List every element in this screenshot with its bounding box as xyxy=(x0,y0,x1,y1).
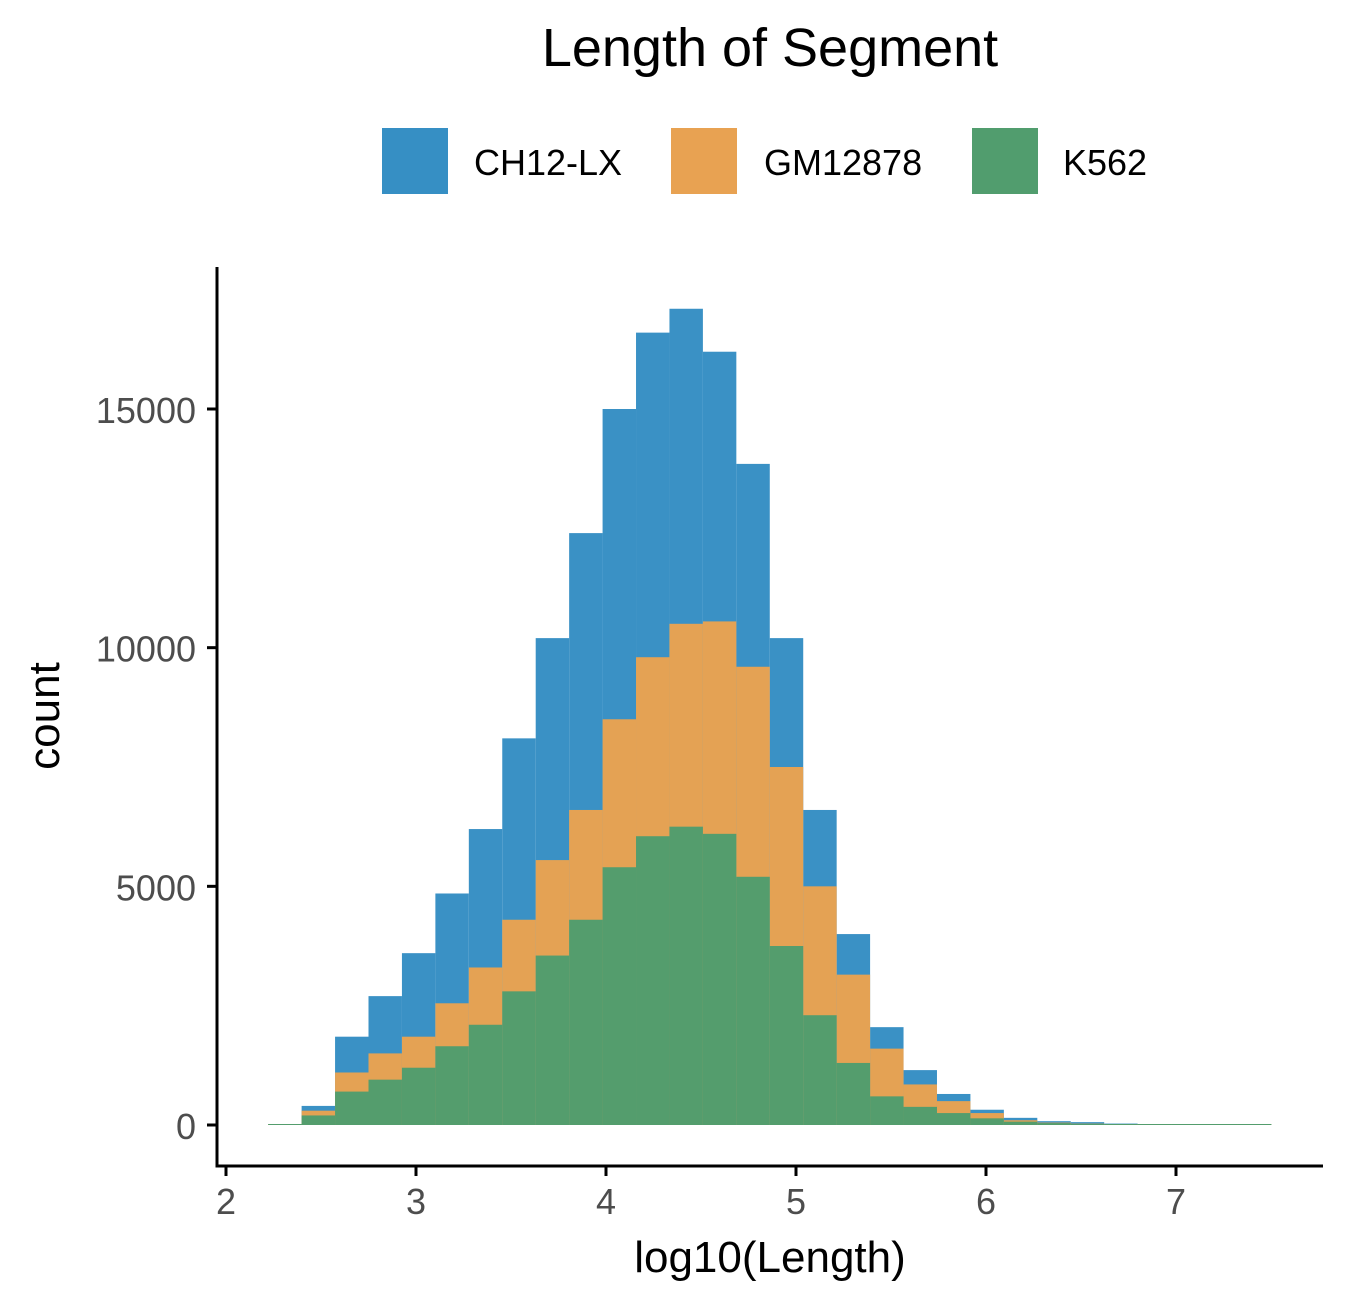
legend-swatch xyxy=(382,128,448,194)
bar xyxy=(301,1115,336,1125)
bars-layer xyxy=(268,308,1272,1126)
series-k562 xyxy=(268,826,1272,1125)
bar xyxy=(401,1067,436,1125)
bar xyxy=(803,1015,837,1125)
bar xyxy=(535,955,570,1125)
legend-item: GM12878 xyxy=(671,128,922,194)
bar xyxy=(1037,1123,1071,1125)
y-tick-label: 5000 xyxy=(116,867,196,908)
bar xyxy=(1137,1124,1172,1125)
legend-label: GM12878 xyxy=(764,142,922,183)
y-tick-label: 15000 xyxy=(96,390,196,431)
x-tick-label: 4 xyxy=(596,1181,616,1222)
bar xyxy=(836,1062,871,1125)
x-tick-label: 2 xyxy=(216,1181,236,1222)
bar xyxy=(1237,1124,1272,1125)
bar xyxy=(435,1046,469,1125)
bar xyxy=(769,946,804,1125)
bar xyxy=(468,1024,503,1125)
legend-label: K562 xyxy=(1063,142,1147,183)
bar xyxy=(602,867,637,1125)
y-axis-label: count xyxy=(20,662,69,770)
bar xyxy=(970,1118,1004,1125)
bar xyxy=(636,836,670,1125)
legend-swatch xyxy=(671,128,737,194)
bar xyxy=(569,919,603,1125)
bar xyxy=(1003,1121,1038,1125)
x-tick-label: 5 xyxy=(786,1181,806,1222)
legend-label: CH12-LX xyxy=(474,142,622,183)
bar xyxy=(1070,1123,1105,1125)
x-axis-ticks: 2 3 4 5 6 7 xyxy=(216,1166,1186,1222)
x-tick-label: 3 xyxy=(406,1181,426,1222)
y-tick-label: 10000 xyxy=(96,629,196,670)
bar xyxy=(870,1096,904,1125)
bar xyxy=(1171,1124,1205,1125)
chart-title: Length of Segment xyxy=(542,18,998,78)
bar xyxy=(736,876,770,1125)
bar xyxy=(936,1113,971,1125)
x-tick-label: 7 xyxy=(1166,1181,1186,1222)
legend-swatch xyxy=(972,128,1038,194)
x-axis-label: log10(Length) xyxy=(634,1233,906,1282)
x-tick-label: 6 xyxy=(976,1181,996,1222)
bar xyxy=(268,1124,302,1125)
y-tick-label: 0 xyxy=(176,1106,196,1147)
bar xyxy=(702,833,737,1125)
bar xyxy=(903,1106,937,1125)
bar xyxy=(502,991,536,1125)
legend-item: K562 xyxy=(972,128,1147,194)
legend: CH12-LX GM12878 K562 xyxy=(382,128,1147,194)
y-axis-ticks: 0 5000 10000 15000 xyxy=(96,390,217,1147)
bar xyxy=(669,826,703,1125)
bar xyxy=(1104,1124,1138,1125)
bar xyxy=(335,1091,369,1125)
legend-item: CH12-LX xyxy=(382,128,622,194)
bar xyxy=(368,1079,402,1125)
bar xyxy=(1204,1124,1238,1125)
